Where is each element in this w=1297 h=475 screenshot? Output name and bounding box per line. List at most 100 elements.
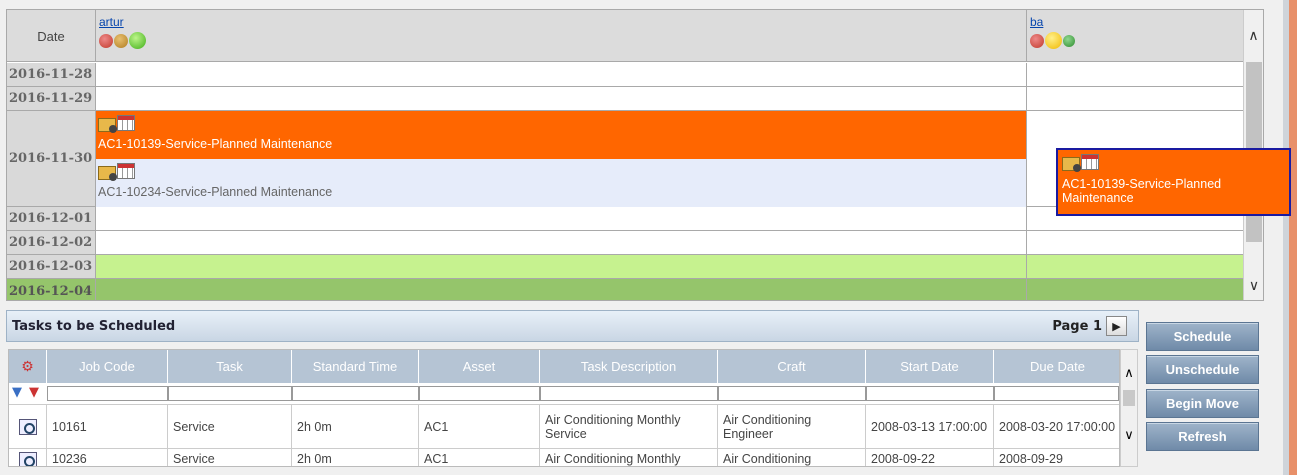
date-label: 2016-12-04 [7,279,96,300]
work-order-icon [98,118,117,133]
scheduled-task[interactable]: AC1-10139-Service-Planned Maintenance [96,111,1026,159]
calendar-cell[interactable] [96,279,1027,300]
view-details-icon[interactable] [18,418,37,435]
schedule-button[interactable]: Schedule [1146,322,1259,351]
job-code-cell: 10161 [47,405,168,448]
start-date-cell: 2008-03-13 17:00:00 [866,405,994,448]
due-date-cell: 2008-09-29 [999,452,1063,466]
column-header[interactable]: Job Code [47,350,168,383]
calendar-cell[interactable] [1027,63,1243,86]
column-header[interactable]: Due Date [994,350,1119,383]
scroll-thumb[interactable] [1123,390,1135,406]
work-order-icon [98,166,117,181]
green-light-icon [129,32,146,49]
description-cell: Air Conditioning Monthly Service [540,405,718,448]
calendar-row: 2016-12-02 [7,231,1243,255]
column-header[interactable]: Task [168,350,292,383]
table-row[interactable]: 10236 Service 2h 0m AC1 Air Conditioning… [9,449,1119,466]
column-header[interactable]: Asset [419,350,540,383]
standard-time-cell: 2h 0m [292,405,419,448]
page-indicator: Page 1 [1052,319,1102,334]
task-title: AC1-10139-Service-Planned Maintenance [1062,177,1222,205]
asset-cell: AC1 [419,405,540,448]
columns-icon: ⚙ [21,358,34,374]
job-code-cell: 10236 [47,449,168,466]
work-order-icon [1062,157,1081,172]
view-task-cell[interactable] [9,449,47,466]
tasks-panel-header: Tasks to be Scheduled Page 1 ▶ [6,310,1139,342]
chevron-right-icon: ▶ [1112,319,1121,333]
user-link[interactable]: ba [1030,15,1044,29]
dragged-task[interactable]: AC1-10139-Service-Planned Maintenance [1056,148,1291,216]
filter-input[interactable] [168,386,292,401]
asset-cell: AC1 [419,449,540,466]
calendar-cell[interactable] [1027,279,1243,300]
calendar-cell[interactable] [96,87,1027,110]
calendar-cell[interactable]: AC1-10139-Service-Planned Maintenance AC… [96,111,1027,207]
filter-input[interactable] [419,386,540,401]
date-label: 2016-12-01 [7,207,96,230]
red-light-icon [99,33,113,48]
scroll-up-icon[interactable]: ∧ [1124,366,1134,381]
table-row[interactable]: 10161 Service 2h 0m AC1 Air Conditioning… [9,405,1119,449]
window-edge [1283,0,1289,475]
filter-input[interactable] [994,386,1119,401]
next-page-button[interactable]: ▶ [1106,316,1127,336]
task-title: AC1-10234-Service-Planned Maintenance [98,185,333,199]
schedule-calendar: Date artur ba 2016-11-28 2016-11-29 [6,9,1264,301]
green-light-icon [1063,34,1075,47]
user-column-artur: artur [96,10,1027,62]
scroll-up-icon[interactable]: ∧ [1248,28,1259,44]
user-column-ba: ba [1027,10,1243,62]
start-date-cell: 2008-09-22 [866,449,994,466]
refresh-button[interactable]: Refresh [1146,422,1259,451]
filter-input[interactable] [292,386,419,401]
calendar-cell[interactable] [96,231,1027,254]
calendar-row: 2016-11-30 AC1-10139-Service-Planned Mai… [7,111,1243,207]
column-header[interactable]: Standard Time [292,350,419,383]
calendar-row-weekend: 2016-12-04 [7,279,1243,300]
panel-title: Tasks to be Scheduled [12,318,176,334]
filter-input[interactable] [718,386,866,401]
view-task-cell[interactable] [9,405,47,448]
calendar-header: Date artur ba [7,10,1243,62]
calendar-row: 2016-11-28 [7,63,1243,87]
date-label: 2016-12-03 [7,255,96,278]
calendar-cell[interactable] [1027,255,1243,278]
date-label: 2016-11-30 [7,111,96,206]
filter-input[interactable] [866,386,994,401]
filter-input[interactable] [47,386,168,401]
status-lights [99,32,1023,49]
calendar-row: 2016-11-29 [7,87,1243,111]
calendar-row-weekend: 2016-12-03 [7,255,1243,279]
calendar-icon [117,163,135,179]
task-title: AC1-10139-Service-Planned Maintenance [98,137,333,151]
calendar-icon [1081,154,1099,170]
calendar-cell[interactable] [96,255,1027,278]
tasks-scrollbar[interactable]: ∧ ∨ [1120,349,1138,467]
task-cell: Service [168,405,292,448]
calendar-cell[interactable] [1027,87,1243,110]
calendar-cell[interactable] [96,63,1027,86]
column-header[interactable]: Craft [718,350,866,383]
calendar-cell[interactable] [1027,231,1243,254]
scroll-down-icon[interactable]: ∨ [1248,278,1260,294]
date-label: 2016-11-29 [7,87,96,110]
view-details-icon[interactable] [18,452,37,466]
column-settings-header[interactable]: ⚙ [9,350,47,383]
filter-icon[interactable]: ▼ [12,385,22,400]
user-link[interactable]: artur [99,15,124,29]
craft-cell: Air Conditioning [718,449,866,466]
scroll-down-icon[interactable]: ∨ [1124,428,1134,443]
column-header[interactable]: Start Date [866,350,994,383]
scheduled-task[interactable]: AC1-10234-Service-Planned Maintenance [96,159,1026,207]
calendar-cell[interactable] [96,207,1027,230]
calendar-row: 2016-12-01 [7,207,1243,231]
date-label: 2016-11-28 [7,63,96,86]
begin-move-button[interactable]: Begin Move [1146,389,1259,418]
filter-input[interactable] [540,386,718,401]
description-cell: Air Conditioning Monthly [540,449,718,466]
clear-filter-icon[interactable]: ▼ [29,385,39,400]
column-header[interactable]: Task Description [540,350,718,383]
unschedule-button[interactable]: Unschedule [1146,355,1259,384]
